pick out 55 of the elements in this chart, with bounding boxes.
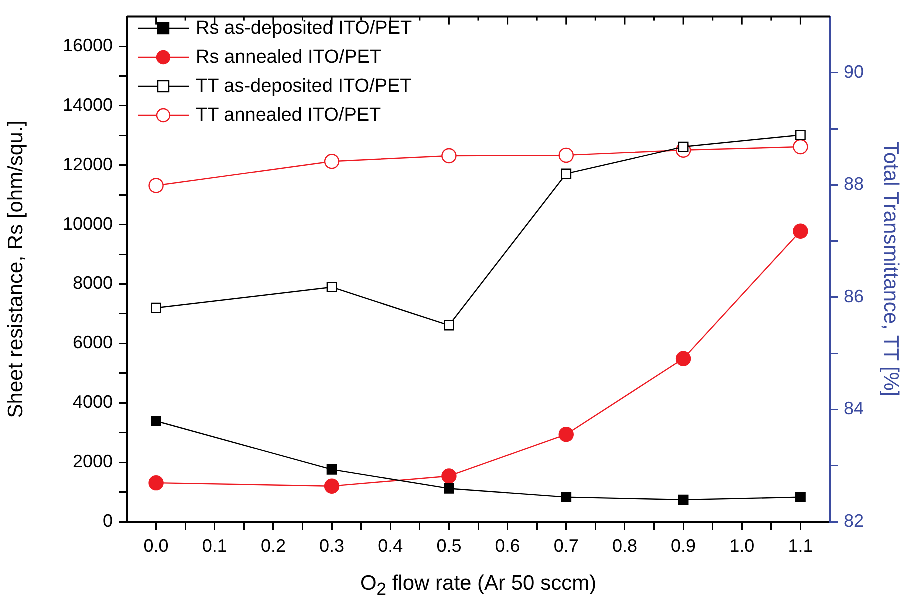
- y-tick-label: 16000: [62, 35, 113, 56]
- y-tick-label: 2000: [72, 452, 113, 472]
- y-tick-label: 4000: [72, 392, 113, 412]
- point: [558, 148, 574, 164]
- legend-label: TT annealed ITO/PET: [196, 104, 382, 128]
- y-tick-label: 6000: [72, 332, 113, 353]
- point: [558, 427, 574, 442]
- y2-tick-label: 86: [844, 286, 864, 306]
- point: [151, 416, 162, 426]
- x-tick-label: 0.0: [144, 536, 169, 556]
- x-tick-label: 0.3: [320, 536, 345, 556]
- y-tick-label: 14000: [62, 94, 113, 115]
- x-tick-label: 0.7: [554, 536, 579, 556]
- y2-tick-label: 84: [844, 398, 864, 419]
- point: [442, 148, 457, 164]
- x-tick-label: 1.1: [788, 536, 814, 556]
- y2-tick-label: 82: [844, 510, 864, 531]
- point: [324, 478, 340, 494]
- legend-label: TT as-deposited ITO/PET: [196, 75, 412, 99]
- point: [676, 351, 692, 366]
- y2-tick-label: 90: [844, 62, 864, 82]
- y-axis-title: Sheet resistance, Rs [ohm/squ.]: [4, 120, 28, 418]
- point: [151, 302, 162, 314]
- point: [793, 224, 808, 239]
- point: [678, 494, 689, 506]
- y-tick-label: 10000: [62, 214, 113, 234]
- point: [796, 130, 806, 140]
- y-tick-label: 0: [102, 510, 113, 531]
- x-axis-title: O$_{2}$ flow rate (Ar 50 sccm): [359, 572, 598, 600]
- x-tick-label: 1.0: [730, 536, 755, 556]
- y2-tick-label: 88: [844, 174, 864, 194]
- point: [442, 468, 457, 484]
- x-tick-label: 0.5: [436, 536, 462, 556]
- point: [444, 320, 454, 331]
- point: [148, 475, 164, 491]
- x-tick-label: 0.1: [202, 536, 228, 556]
- x-tick-label: 0.9: [671, 536, 696, 556]
- x-tick-label: 0.4: [378, 536, 404, 556]
- point: [561, 492, 572, 503]
- point: [148, 178, 164, 194]
- y2-axis-title: Total Transmittance, TT [%]: [880, 142, 903, 397]
- legend-label: Rs as-deposited ITO/PET: [196, 17, 412, 41]
- point: [796, 492, 806, 503]
- point: [561, 168, 572, 180]
- x-tick-label: 0.2: [260, 536, 286, 556]
- legend-label: Rs annealed ITO/PET: [196, 46, 382, 70]
- point: [326, 282, 338, 293]
- point: [324, 154, 340, 170]
- point: [326, 464, 338, 475]
- point: [444, 484, 454, 494]
- y-tick-label: 8000: [72, 273, 113, 294]
- point: [793, 139, 808, 155]
- y-tick-label: 12000: [62, 154, 113, 174]
- x-tick-label: 0.8: [612, 536, 638, 556]
- x-tick-label: 0.6: [495, 536, 520, 556]
